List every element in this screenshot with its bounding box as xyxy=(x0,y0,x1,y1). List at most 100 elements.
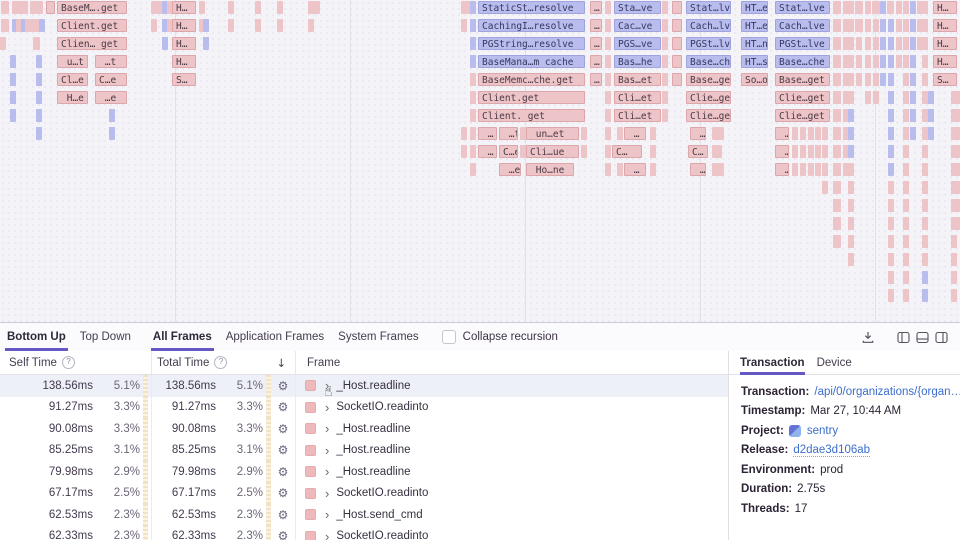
flame-frame[interactable]: BaseM….get xyxy=(57,1,127,14)
flame-bar[interactable] xyxy=(865,1,871,104)
flame-bar[interactable] xyxy=(951,91,957,302)
flame-frame[interactable]: Clien…_get xyxy=(57,37,127,50)
flame-frame[interactable]: Stat…lve xyxy=(775,1,830,14)
flame-frame[interactable]: H… xyxy=(933,1,957,14)
transaction-value[interactable]: /api/0/organizations/{organ… xyxy=(814,385,960,398)
table-row[interactable]: 91.27ms 3.3% 91.27ms 3.3% ⚙ › SocketIO.readint… xyxy=(0,396,728,418)
flame-frame[interactable]: H… xyxy=(172,19,196,32)
flame-bar[interactable] xyxy=(466,1,472,14)
flame-frame[interactable]: _ xyxy=(672,1,682,14)
flame-frame[interactable]: So…o xyxy=(741,73,768,86)
tab-device[interactable]: Device xyxy=(816,356,852,369)
flame-frame[interactable]: Sta…ve xyxy=(614,1,661,14)
flame-frame[interactable]: Cli…ue xyxy=(526,145,579,158)
flame-frame[interactable]: _… xyxy=(775,127,789,140)
flame-frame[interactable]: CachingI…resolve xyxy=(478,19,585,32)
flame-bar[interactable] xyxy=(903,1,909,302)
frame-cell[interactable]: › SocketIO.readinto xyxy=(296,526,728,540)
help-icon[interactable]: ? xyxy=(61,356,75,369)
flame-frame[interactable]: _… xyxy=(775,163,789,176)
flame-bar[interactable] xyxy=(848,1,854,104)
flame-bar[interactable] xyxy=(822,127,828,194)
flame-frame[interactable]: Client.get xyxy=(57,19,127,32)
expand-chevron-icon[interactable]: › xyxy=(325,485,330,501)
flame-frame[interactable]: _H…e xyxy=(57,91,88,104)
frame-cell[interactable]: › _Host.readline xyxy=(296,461,728,483)
expand-chevron-icon[interactable]: › xyxy=(325,507,330,523)
release-value[interactable]: d2dae3d106ab xyxy=(793,443,871,457)
column-header-self-time[interactable]: Self Time ? xyxy=(0,351,152,374)
flame-bar[interactable] xyxy=(461,127,467,158)
flame-frame[interactable]: … xyxy=(590,55,602,68)
flame-bar[interactable] xyxy=(888,181,894,302)
flame-frame[interactable]: _… xyxy=(478,145,497,158)
expand-chevron-icon[interactable]: › xyxy=(325,464,330,480)
flame-frame[interactable]: _un…et xyxy=(526,127,579,140)
flame-frame[interactable]: Client.get xyxy=(478,91,585,104)
gear-icon[interactable]: ⚙ xyxy=(277,400,289,415)
flame-bar[interactable] xyxy=(887,1,894,14)
flame-bar[interactable] xyxy=(16,19,22,32)
flame-bar[interactable] xyxy=(109,73,115,140)
expand-chevron-icon[interactable]: › xyxy=(325,399,330,415)
flame-frame[interactable]: Bas…he xyxy=(614,55,661,68)
flame-frame[interactable]: _ xyxy=(46,1,55,14)
flame-bar[interactable] xyxy=(470,1,476,68)
flame-frame[interactable]: … xyxy=(590,1,602,14)
gear-icon[interactable]: ⚙ xyxy=(277,421,289,436)
flame-frame[interactable]: Cach…lve xyxy=(775,19,830,32)
flame-bar[interactable] xyxy=(203,19,209,50)
frame-cell[interactable]: › _Host.readline xyxy=(296,440,728,462)
tab-top-down[interactable]: Top Down xyxy=(79,331,131,343)
flame-frame[interactable]: H… xyxy=(172,37,196,50)
panel-bottom-icon[interactable] xyxy=(916,331,929,344)
flame-frame[interactable]: Cach…lve xyxy=(686,19,731,32)
flame-bar[interactable] xyxy=(922,271,928,302)
frame-cell[interactable]: › _Host.readline xyxy=(296,375,728,397)
gear-icon[interactable]: ⚙ xyxy=(277,378,289,393)
table-row[interactable]: 62.53ms 2.3% 62.53ms 2.3% ⚙ › _Host.send_cmd xyxy=(0,504,728,526)
flame-bar[interactable] xyxy=(712,127,724,140)
flame-bar[interactable] xyxy=(167,1,173,14)
flame-frame[interactable]: BaseMana…m_cache xyxy=(478,55,585,68)
tab-transaction[interactable]: Transaction xyxy=(740,351,805,375)
flame-frame[interactable]: HT…n xyxy=(741,37,768,50)
flame-frame[interactable]: S… xyxy=(172,73,196,86)
flame-frame[interactable]: … xyxy=(590,19,602,32)
flame-frame[interactable]: _… xyxy=(624,127,646,140)
flame-frame[interactable]: Clie…get xyxy=(686,91,731,104)
flame-frame[interactable]: HT…e xyxy=(741,19,768,32)
column-header-frame[interactable]: Frame xyxy=(296,351,728,374)
flame-bar[interactable] xyxy=(35,19,41,32)
expand-chevron-icon[interactable]: › xyxy=(325,528,330,540)
project-value[interactable]: sentry xyxy=(806,424,839,437)
flame-frame[interactable]: Cl…e xyxy=(57,73,88,86)
flame-bar[interactable] xyxy=(848,109,854,158)
flame-bar[interactable] xyxy=(662,1,668,122)
column-header-total-time[interactable]: Total Time ? ↓ xyxy=(152,351,296,374)
table-row[interactable]: 79.98ms 2.9% 79.98ms 2.9% ⚙ › _Host.readline xyxy=(0,461,728,483)
frame-cell[interactable]: › SocketIO.readinto xyxy=(296,483,728,505)
flame-bar[interactable] xyxy=(712,145,722,158)
flame-bar[interactable] xyxy=(712,163,724,176)
flame-frame[interactable]: Cac…ve xyxy=(614,19,661,32)
flame-frame[interactable]: Base…che xyxy=(775,55,830,68)
flame-bar[interactable] xyxy=(16,1,22,14)
flame-frame[interactable]: _Ho…ne xyxy=(526,163,574,176)
flame-frame[interactable]: BaseMemc…che.get xyxy=(478,73,585,86)
flame-bar[interactable] xyxy=(30,19,36,32)
flame-bar[interactable] xyxy=(30,1,36,14)
flame-frame[interactable]: Base…get xyxy=(775,73,830,86)
flame-bar[interactable] xyxy=(855,1,863,32)
flame-bar[interactable] xyxy=(156,1,162,14)
flame-bar[interactable] xyxy=(21,19,27,32)
flame-bar[interactable] xyxy=(10,55,16,122)
flame-bar[interactable] xyxy=(36,55,42,140)
flame-bar[interactable] xyxy=(461,1,467,32)
tab-application-frames[interactable]: Application Frames xyxy=(225,331,325,343)
flame-frame[interactable]: S… xyxy=(933,73,957,86)
flame-frame[interactable]: … xyxy=(590,37,602,50)
flame-bar[interactable] xyxy=(650,127,656,176)
flame-frame[interactable]: _ xyxy=(672,19,682,32)
flame-bar[interactable] xyxy=(896,1,902,68)
